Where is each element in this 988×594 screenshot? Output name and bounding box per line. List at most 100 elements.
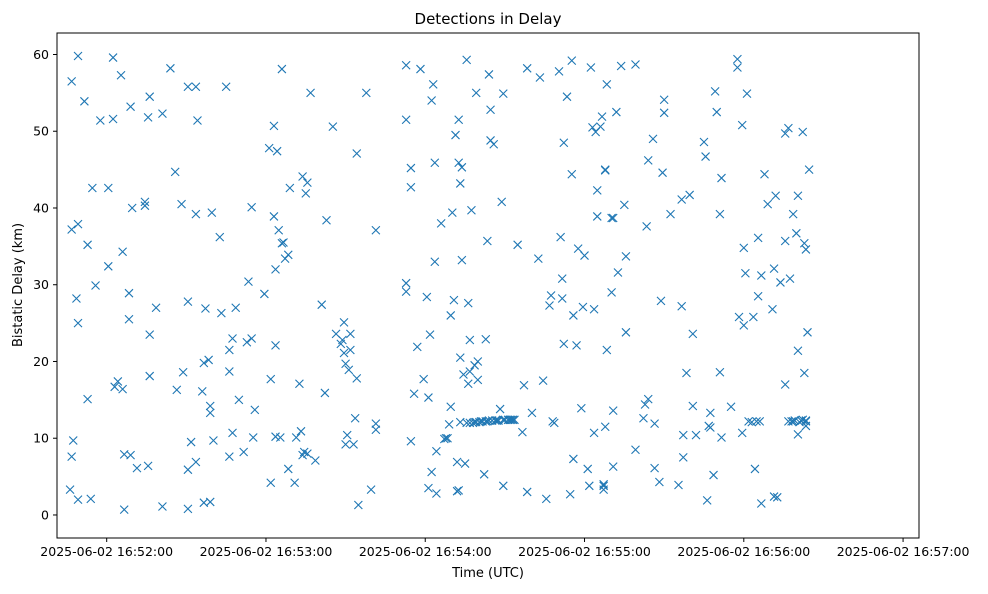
data-point-marker xyxy=(344,365,354,375)
data-point-marker xyxy=(557,294,567,303)
data-point-marker xyxy=(432,489,441,498)
data-point-marker xyxy=(298,172,307,181)
data-point-marker xyxy=(768,304,777,314)
data-point-marker xyxy=(639,413,648,423)
data-point-marker xyxy=(602,345,612,355)
data-point-marker xyxy=(463,298,473,308)
data-point-marker xyxy=(108,53,118,62)
data-point-marker xyxy=(452,457,462,467)
data-point-marker xyxy=(447,208,457,217)
data-point-marker xyxy=(498,481,508,491)
data-point-marker xyxy=(479,469,489,479)
data-point-marker xyxy=(788,209,798,219)
data-point-marker xyxy=(519,380,529,390)
data-point-marker xyxy=(103,261,113,271)
data-point-marker xyxy=(621,327,631,337)
data-point-marker xyxy=(460,459,470,468)
data-point-marker xyxy=(611,107,621,117)
data-point-marker xyxy=(205,401,215,411)
data-point-marker xyxy=(583,464,593,474)
data-point-marker xyxy=(607,213,616,223)
data-point-marker xyxy=(580,251,589,260)
data-point-marker xyxy=(733,63,742,72)
data-point-marker xyxy=(586,63,596,72)
data-point-marker xyxy=(616,61,626,71)
data-point-marker xyxy=(177,199,186,209)
data-point-marker xyxy=(145,92,155,102)
data-point-marker xyxy=(484,416,494,425)
data-point-marker xyxy=(481,334,491,344)
data-point-marker xyxy=(271,264,280,274)
data-point-marker xyxy=(600,422,610,432)
data-point-marker xyxy=(199,358,209,368)
data-point-marker xyxy=(274,225,284,235)
data-point-marker xyxy=(183,82,193,92)
data-point-marker xyxy=(231,303,241,313)
data-point-marker xyxy=(465,335,475,345)
data-point-marker xyxy=(780,236,790,246)
x-tick-label: 2025-06-02 16:55:00 xyxy=(518,544,651,559)
data-point-marker xyxy=(513,240,523,250)
data-point-marker xyxy=(559,339,569,349)
data-point-marker xyxy=(412,342,422,352)
data-point-marker xyxy=(471,88,481,98)
x-tick-label: 2025-06-02 16:52:00 xyxy=(40,544,173,559)
data-point-marker xyxy=(124,314,134,324)
data-point-marker xyxy=(430,257,440,267)
data-point-marker xyxy=(406,436,416,446)
data-point-marker xyxy=(787,416,796,426)
data-point-marker xyxy=(599,481,609,491)
data-point-marker xyxy=(753,233,763,243)
data-point-marker xyxy=(72,294,81,303)
data-point-marker xyxy=(790,416,800,425)
data-point-marker xyxy=(608,213,618,223)
data-point-marker xyxy=(640,400,650,409)
data-point-marker xyxy=(201,304,210,313)
data-point-marker xyxy=(600,165,610,174)
data-point-marker xyxy=(247,202,257,212)
data-point-marker xyxy=(702,496,712,505)
data-point-marker xyxy=(710,86,720,96)
data-point-marker xyxy=(538,376,548,386)
data-point-marker xyxy=(557,274,567,283)
data-point-marker xyxy=(126,102,135,112)
data-point-marker xyxy=(760,169,769,179)
data-point-marker xyxy=(642,222,652,231)
data-point-marker xyxy=(678,453,688,462)
data-point-marker xyxy=(342,430,352,440)
data-point-marker xyxy=(559,138,569,148)
data-point-marker xyxy=(361,88,371,98)
data-point-marker xyxy=(801,245,811,254)
data-point-marker xyxy=(599,479,609,489)
data-point-marker xyxy=(427,96,437,105)
data-point-marker xyxy=(113,377,123,386)
data-point-marker xyxy=(183,297,193,307)
data-point-marker xyxy=(763,199,773,209)
data-point-marker xyxy=(215,232,225,242)
data-point-marker xyxy=(608,462,618,472)
data-point-marker xyxy=(259,289,269,299)
y-tick-label: 0 xyxy=(41,507,49,522)
data-point-marker xyxy=(228,428,237,438)
data-point-marker xyxy=(465,367,475,376)
data-point-marker xyxy=(143,113,153,122)
data-point-marker xyxy=(613,268,623,277)
data-point-marker xyxy=(250,405,260,415)
data-point-marker xyxy=(752,416,761,426)
data-point-marker xyxy=(166,63,175,73)
data-point-marker xyxy=(83,394,92,404)
data-point-marker xyxy=(183,504,193,514)
data-point-marker xyxy=(748,312,758,322)
data-point-marker xyxy=(118,247,128,257)
data-point-marker xyxy=(401,60,411,70)
data-point-marker xyxy=(320,388,330,398)
y-tick-label: 10 xyxy=(33,431,49,446)
data-point-marker xyxy=(744,416,753,426)
data-point-marker xyxy=(103,183,113,193)
data-point-marker xyxy=(234,395,244,405)
data-point-marker xyxy=(86,494,96,504)
data-point-marker xyxy=(803,327,812,337)
data-point-marker xyxy=(596,122,605,132)
data-point-marker xyxy=(584,481,594,491)
data-point-marker xyxy=(650,463,659,473)
